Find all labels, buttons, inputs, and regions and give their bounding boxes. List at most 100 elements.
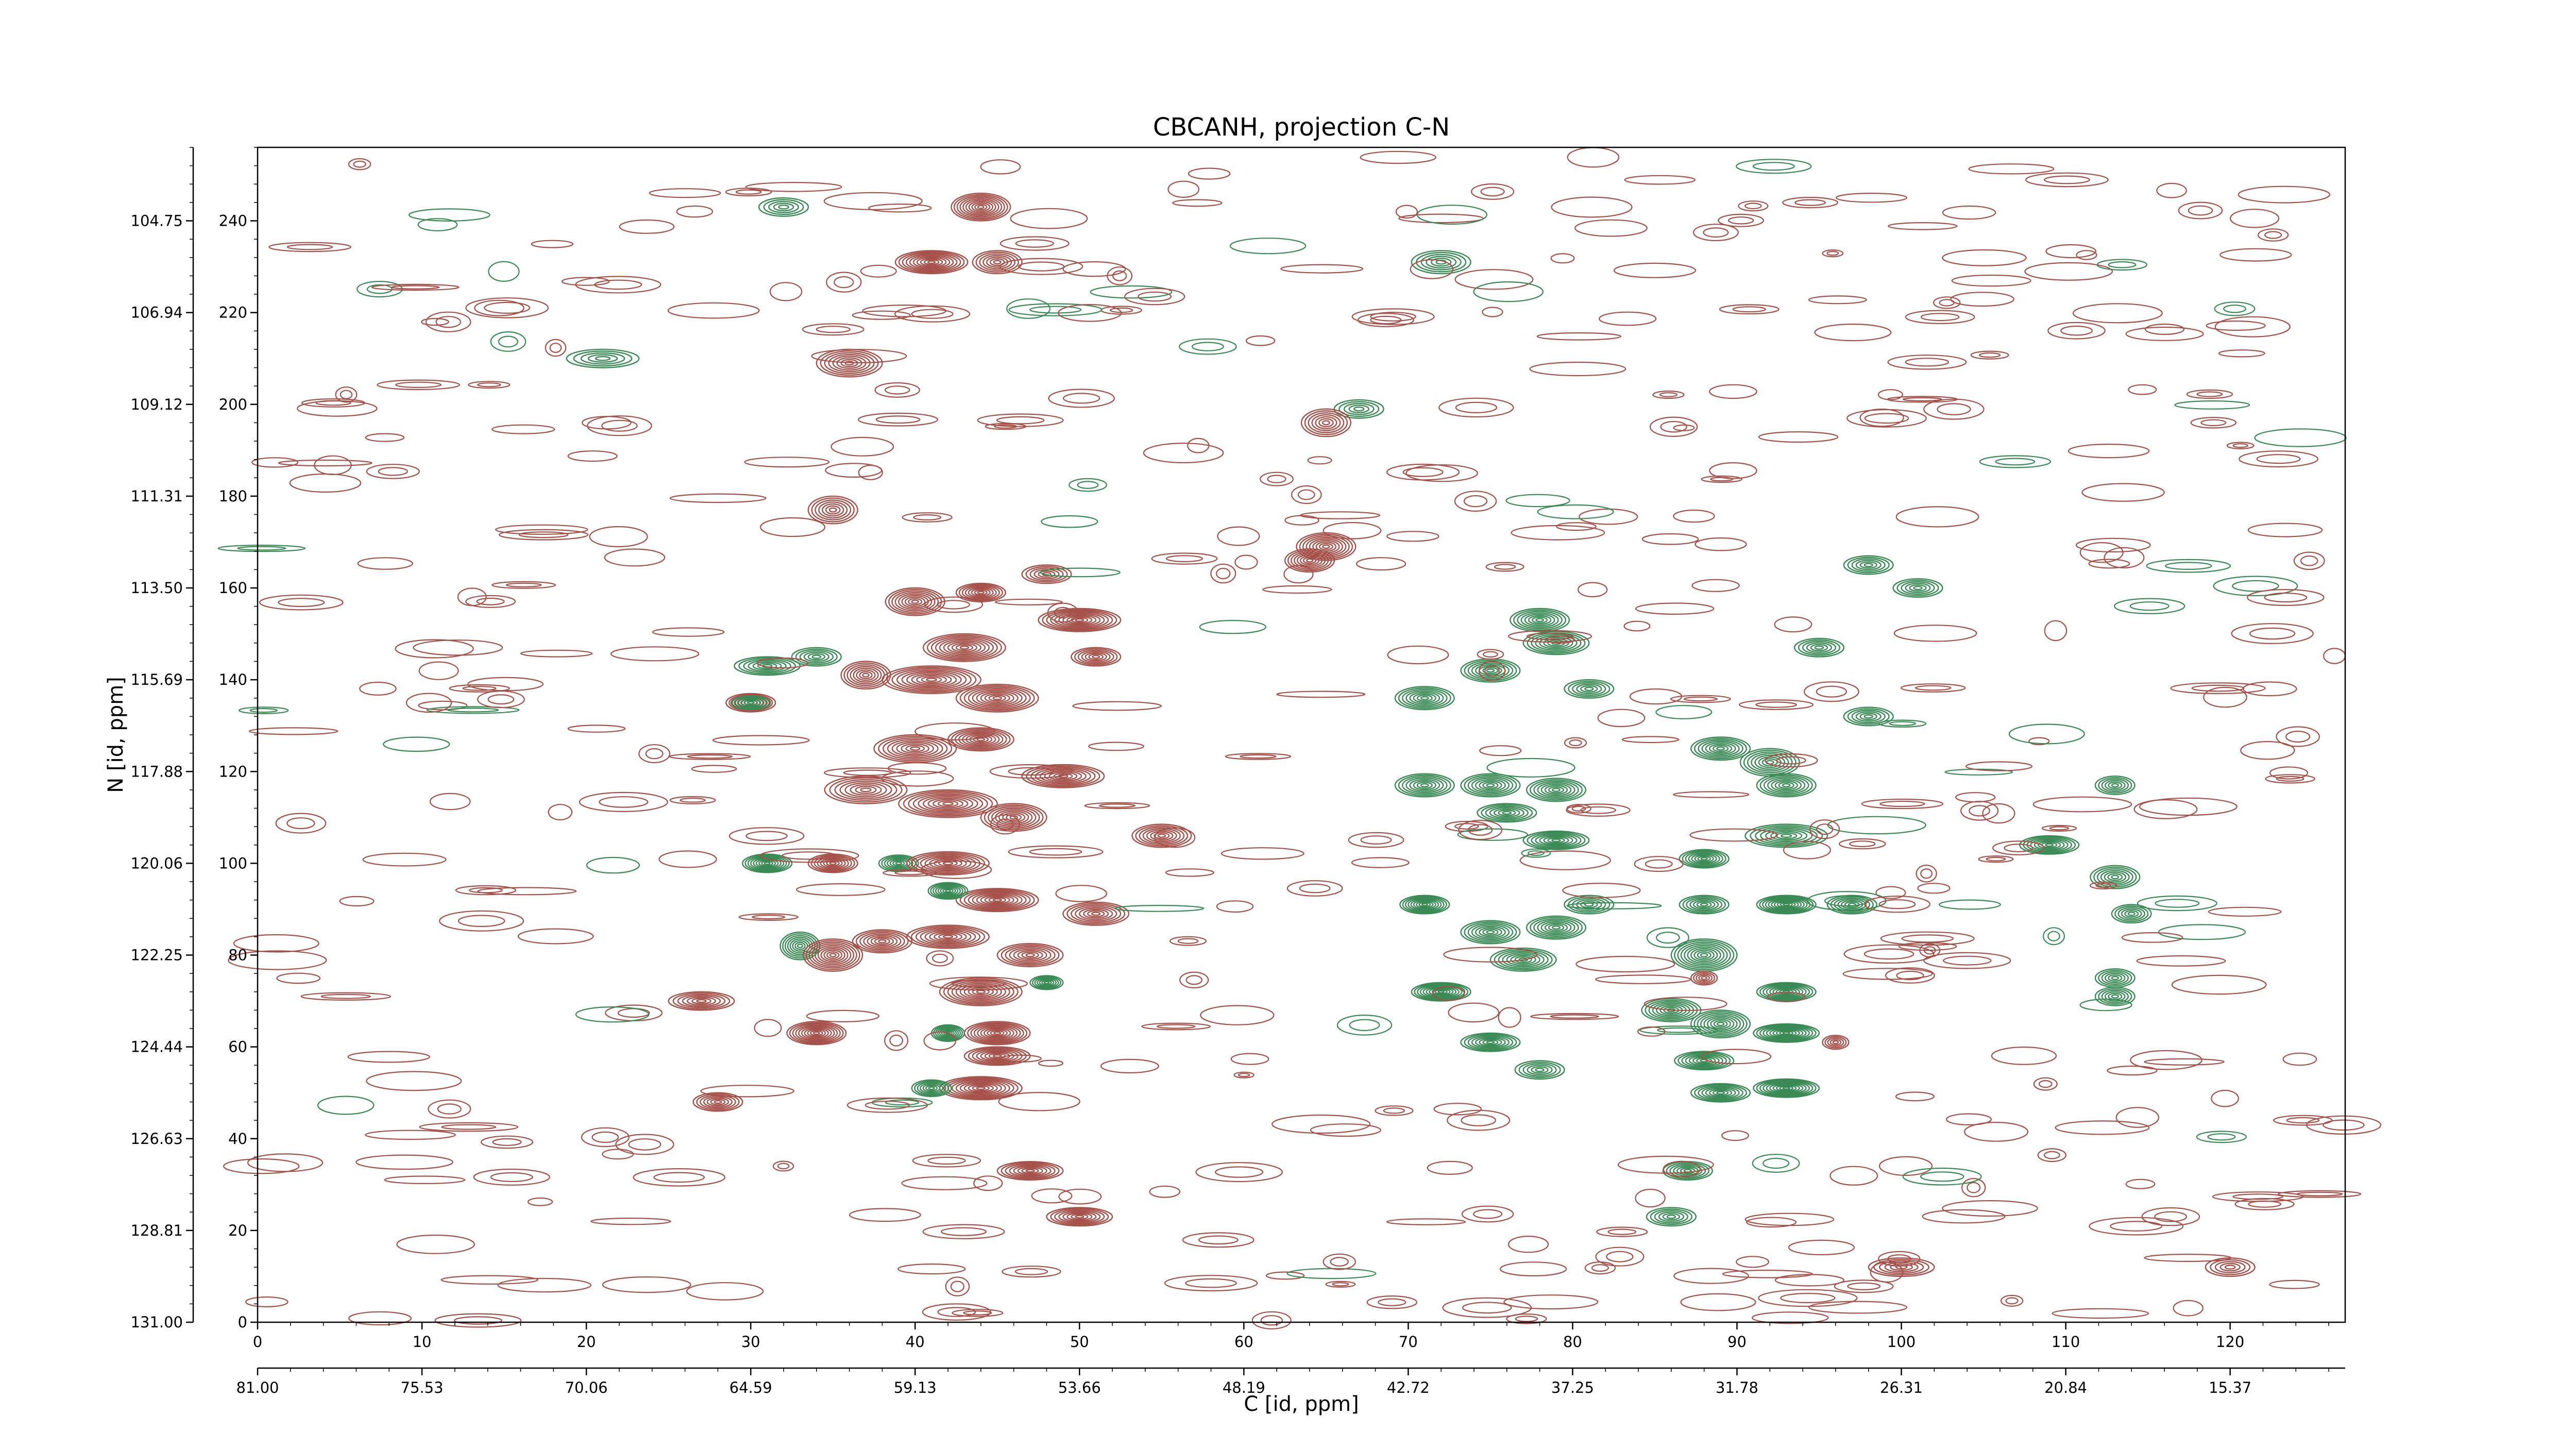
noise-contour <box>428 1099 471 1119</box>
contour-level <box>1775 832 1798 839</box>
noise-contour <box>884 1030 909 1051</box>
contour-level <box>953 194 1008 220</box>
contour-level <box>1666 1214 1676 1219</box>
noise-contour <box>1595 1246 1645 1267</box>
contour-level <box>795 648 838 665</box>
contour-level <box>1062 1211 1097 1222</box>
contour-level <box>1416 901 1434 908</box>
noise-contour <box>894 305 971 323</box>
noise-contour <box>1199 619 1266 634</box>
contour-level <box>807 653 826 661</box>
noise-contour <box>686 1282 764 1301</box>
contour-level <box>824 776 908 804</box>
contour-level <box>1669 1164 1706 1178</box>
contour-level <box>1528 615 1552 625</box>
contour-level <box>1654 1210 1688 1224</box>
contour-peak-48 <box>911 1079 952 1098</box>
contour-level <box>980 1051 1014 1062</box>
contour-level <box>911 1079 952 1098</box>
noise-contour <box>1961 1177 1986 1198</box>
noise-contour <box>1774 616 1812 633</box>
contour-level <box>998 811 1029 824</box>
noise-contour <box>474 299 524 316</box>
contour-level <box>1038 608 1122 632</box>
contour-level <box>1905 582 1931 594</box>
noise-contour <box>759 517 825 537</box>
noise-contour <box>1041 515 1098 528</box>
noise-contour <box>1738 200 1769 212</box>
contour-level <box>1043 981 1050 984</box>
noise-contour <box>1579 508 1638 525</box>
noise-contour <box>1944 768 2013 776</box>
contour-level <box>1348 405 1369 414</box>
noise-contour <box>477 887 577 896</box>
contour-level <box>2224 1265 2236 1270</box>
y-points-tick-label: 140 <box>219 671 247 688</box>
contour-level <box>1482 667 1499 675</box>
noise-contour <box>359 681 397 696</box>
contour-level <box>1029 567 1064 581</box>
contour-level <box>1688 1055 1720 1066</box>
y-points-tick-label: 200 <box>219 396 247 413</box>
contour-level <box>1394 686 1455 711</box>
noise-contour <box>520 649 593 658</box>
contour-peak-63 <box>1522 830 1590 850</box>
contour-level <box>934 932 962 941</box>
noise-contour <box>1893 625 1977 642</box>
contour-level <box>2111 975 2119 981</box>
contour-level <box>792 940 808 952</box>
contour-level <box>955 888 1039 913</box>
contour-level <box>1471 924 1510 940</box>
noise-contour <box>1680 1293 1756 1311</box>
noise-contour <box>2212 1191 2304 1202</box>
noise-contour <box>2089 881 2117 890</box>
contour-level <box>939 638 990 657</box>
contour-level <box>1551 838 1561 843</box>
noise-contour <box>2144 1058 2225 1066</box>
noise-contour <box>1709 384 1757 399</box>
noise-contour <box>1732 306 1766 313</box>
contour-level <box>1701 976 1707 980</box>
noise-contour <box>2032 796 2132 813</box>
noise-contour <box>1887 396 1958 403</box>
contour-level <box>992 1054 1002 1058</box>
contour-level <box>1700 953 1708 957</box>
contour-level <box>1771 899 1802 910</box>
contour-level <box>2127 912 2136 916</box>
noise-contour <box>1643 997 1727 1011</box>
contour-level <box>1318 543 1333 550</box>
noise-contour <box>1776 756 1806 765</box>
noise-contour <box>1442 1297 1532 1318</box>
noise-contour <box>2144 323 2185 335</box>
noise-contour <box>945 1276 970 1296</box>
contour-level <box>1157 833 1166 838</box>
contour-peak-66 <box>1526 915 1587 940</box>
noise-contour <box>1058 1188 1102 1205</box>
contour-level <box>1713 1089 1729 1096</box>
contour-level <box>747 701 755 705</box>
contour-level <box>1399 895 1450 915</box>
noise-contour <box>1014 1268 1048 1275</box>
contour-level <box>1674 1051 1735 1071</box>
contour-level <box>929 931 967 942</box>
contour-level <box>1409 692 1440 705</box>
contour-level <box>1402 896 1448 914</box>
contour-level <box>1650 1208 1693 1225</box>
noise-contour <box>889 1034 903 1047</box>
noise-contour <box>1744 1212 1835 1226</box>
contour-level <box>958 584 1003 601</box>
noise-contour <box>2276 726 2320 747</box>
contour-level <box>980 803 1047 832</box>
noise-contour <box>927 1156 966 1165</box>
contour-level <box>1768 898 1805 911</box>
noise-contour <box>1473 281 1544 302</box>
noise-contour <box>999 258 1083 275</box>
contour-level <box>1518 957 1528 962</box>
contour-level <box>976 1086 986 1090</box>
contour-level <box>906 924 990 949</box>
contour-level <box>1535 618 1545 622</box>
contour-level <box>1693 1011 1748 1037</box>
contour-level <box>1005 1163 1056 1178</box>
contour-level <box>921 676 942 683</box>
contour-level <box>2101 989 2129 1003</box>
